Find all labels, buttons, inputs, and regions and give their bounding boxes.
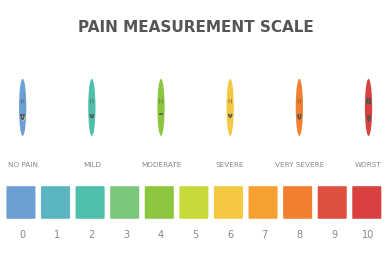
Circle shape <box>300 99 301 104</box>
Text: WORST: WORST <box>355 162 382 168</box>
FancyBboxPatch shape <box>283 186 312 219</box>
Circle shape <box>88 79 96 136</box>
Text: VERY SEVERE: VERY SEVERE <box>275 162 324 168</box>
Circle shape <box>23 99 24 104</box>
Text: 4: 4 <box>158 230 164 240</box>
Circle shape <box>231 99 232 104</box>
Circle shape <box>162 99 163 104</box>
Text: NO PAIN: NO PAIN <box>8 162 37 168</box>
Text: PAIN MEASUREMENT SCALE: PAIN MEASUREMENT SCALE <box>78 20 314 36</box>
FancyBboxPatch shape <box>76 186 105 219</box>
Text: 5: 5 <box>193 230 199 240</box>
Circle shape <box>21 99 22 104</box>
Circle shape <box>296 79 303 136</box>
Text: 1: 1 <box>54 230 60 240</box>
Circle shape <box>90 99 91 104</box>
Text: 9: 9 <box>331 230 337 240</box>
Text: 2: 2 <box>89 230 95 240</box>
Text: 7: 7 <box>262 230 268 240</box>
Text: 8: 8 <box>296 230 302 240</box>
Text: MODERATE: MODERATE <box>141 162 181 168</box>
Text: SEVERE: SEVERE <box>216 162 245 168</box>
Circle shape <box>365 79 372 136</box>
FancyBboxPatch shape <box>179 186 208 219</box>
FancyBboxPatch shape <box>145 186 174 219</box>
FancyBboxPatch shape <box>248 186 278 219</box>
Text: MILD: MILD <box>83 162 101 168</box>
FancyBboxPatch shape <box>110 186 139 219</box>
FancyBboxPatch shape <box>6 186 35 219</box>
Text: 0: 0 <box>20 230 26 240</box>
Text: 3: 3 <box>123 230 129 240</box>
Text: 6: 6 <box>227 230 233 240</box>
FancyBboxPatch shape <box>214 186 243 219</box>
Text: 10: 10 <box>362 230 375 240</box>
FancyBboxPatch shape <box>41 186 70 219</box>
Circle shape <box>158 79 165 136</box>
Circle shape <box>19 79 26 136</box>
FancyBboxPatch shape <box>318 186 347 219</box>
Circle shape <box>227 79 234 136</box>
FancyBboxPatch shape <box>352 186 381 219</box>
